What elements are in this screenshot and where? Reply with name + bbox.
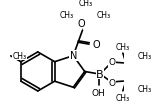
Text: OH: OH [92, 88, 106, 97]
Text: B: B [96, 69, 104, 79]
Text: CH₃: CH₃ [138, 84, 152, 93]
Text: CH₃: CH₃ [138, 52, 152, 61]
Text: CH₃: CH₃ [116, 42, 130, 51]
Text: CH₃: CH₃ [97, 11, 111, 20]
Text: O: O [108, 58, 115, 67]
Text: CH₃: CH₃ [13, 51, 27, 60]
Text: N: N [70, 51, 77, 61]
Text: CH₃: CH₃ [78, 0, 93, 8]
Text: O: O [108, 78, 115, 87]
Text: O: O [77, 18, 85, 28]
Text: CH₃: CH₃ [59, 11, 74, 20]
Text: O: O [92, 40, 100, 50]
Text: CH₃: CH₃ [116, 94, 130, 103]
